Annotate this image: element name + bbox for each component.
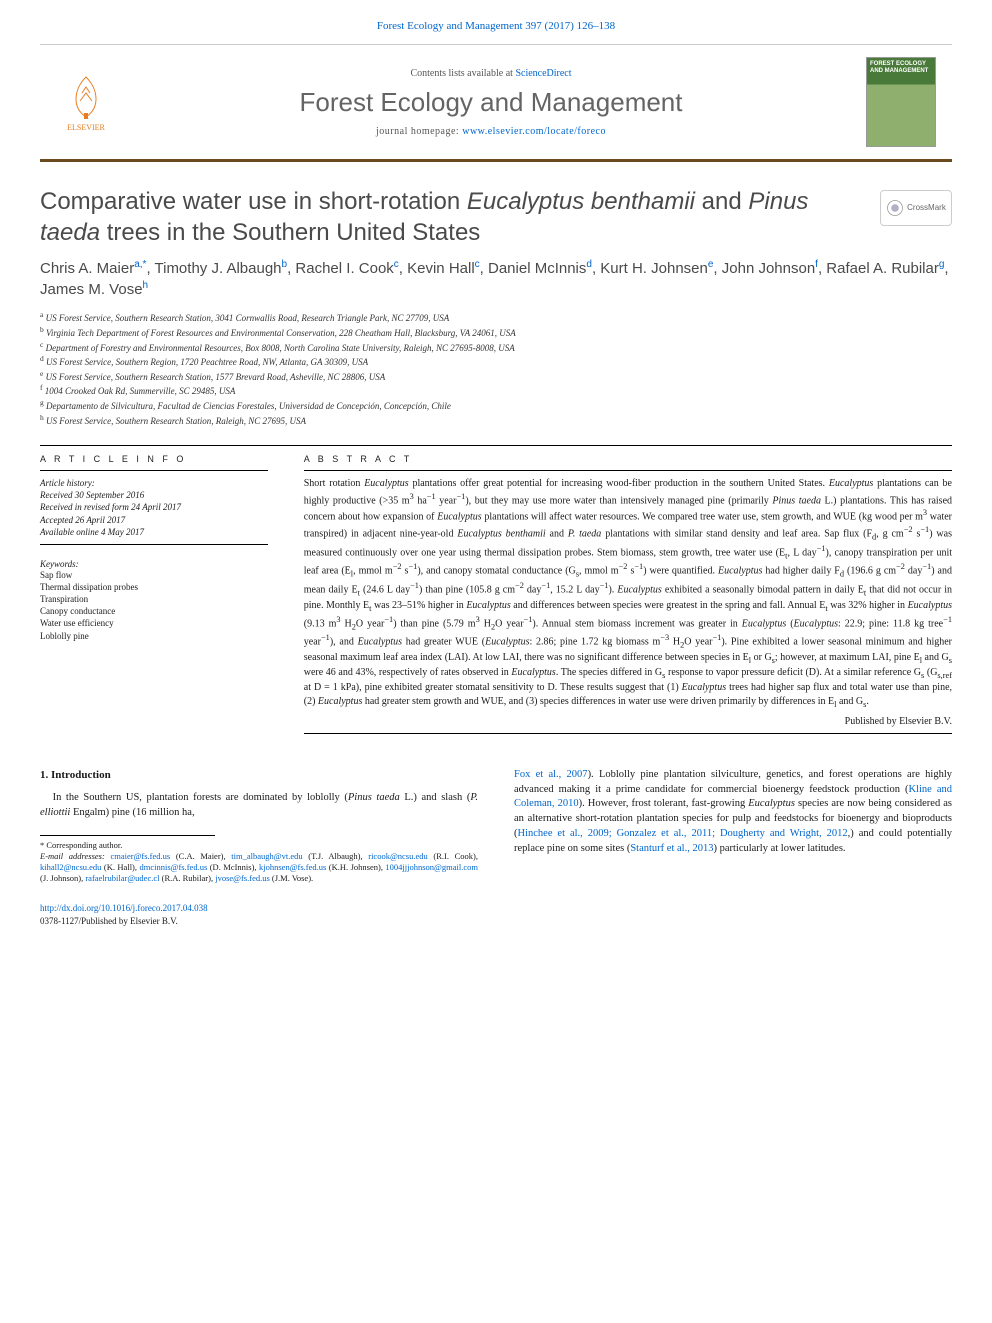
- elsevier-label: ELSEVIER: [67, 123, 105, 132]
- publisher-line: Published by Elsevier B.V.: [304, 716, 952, 727]
- info-abstract-row: A R T I C L E I N F O Article history: R…: [40, 454, 952, 740]
- keywords-list: Sap flowThermal dissipation probesTransp…: [40, 569, 268, 642]
- history-item: Received 30 September 2016: [40, 489, 268, 501]
- history-item: Available online 4 May 2017: [40, 526, 268, 538]
- abstract-text: Short rotation Eucalyptus plantations of…: [304, 477, 952, 710]
- doi-link[interactable]: http://dx.doi.org/10.1016/j.foreco.2017.…: [40, 903, 208, 913]
- body-column-right: Fox et al., 2007). Loblolly pine plantat…: [514, 768, 952, 927]
- author-list: Chris A. Maiera,*, Timothy J. Albaughb, …: [40, 258, 952, 300]
- journal-name: Forest Ecology and Management: [116, 87, 866, 118]
- sciencedirect-link[interactable]: ScienceDirect: [515, 68, 571, 79]
- citation-header: Forest Ecology and Management 397 (2017)…: [40, 20, 952, 32]
- section-heading-intro: 1. Introduction: [40, 768, 478, 783]
- crossmark-icon: [886, 199, 904, 217]
- body-columns: 1. Introduction In the Southern US, plan…: [40, 768, 952, 927]
- intro-paragraph-1: In the Southern US, plantation forests a…: [40, 791, 478, 820]
- affiliation-item: h US Forest Service, Southern Research S…: [40, 413, 952, 428]
- affiliation-item: a US Forest Service, Southern Research S…: [40, 310, 952, 325]
- journal-cover-thumbnail[interactable]: FOREST ECOLOGY AND MANAGEMENT: [866, 57, 936, 147]
- affiliation-item: c Department of Forestry and Environment…: [40, 340, 952, 355]
- footnote-rule: [40, 835, 215, 836]
- elsevier-tree-icon: [62, 73, 110, 121]
- keyword-item: Transpiration: [40, 593, 268, 605]
- homepage-line: journal homepage: www.elsevier.com/locat…: [116, 126, 866, 137]
- abstract-heading: A B S T R A C T: [304, 454, 952, 464]
- journal-header-band: ELSEVIER Contents lists available at Sci…: [40, 44, 952, 162]
- keyword-item: Sap flow: [40, 569, 268, 581]
- affiliation-item: g Departamento de Silvicultura, Facultad…: [40, 398, 952, 413]
- abstract-rule: [304, 470, 952, 471]
- keyword-item: Canopy conductance: [40, 605, 268, 617]
- header-center: Contents lists available at ScienceDirec…: [116, 68, 866, 137]
- affiliation-item: f 1004 Crooked Oak Rd, Summerville, SC 2…: [40, 383, 952, 398]
- article-info-heading: A R T I C L E I N F O: [40, 454, 268, 464]
- affiliation-item: d US Forest Service, Southern Region, 17…: [40, 354, 952, 369]
- keyword-item: Thermal dissipation probes: [40, 581, 268, 593]
- article-history: Article history: Received 30 September 2…: [40, 477, 268, 538]
- contents-line: Contents lists available at ScienceDirec…: [116, 68, 866, 79]
- section-divider: [40, 445, 952, 446]
- intro-paragraph-2: Fox et al., 2007). Loblolly pine plantat…: [514, 768, 952, 856]
- abstract-bottom-rule: [304, 733, 952, 734]
- corresponding-author-note: * Corresponding author.: [40, 840, 478, 851]
- email-addresses: E-mail addresses: cmaier@fs.fed.us (C.A.…: [40, 851, 478, 884]
- affiliations-list: a US Forest Service, Southern Research S…: [40, 310, 952, 427]
- history-label: Article history:: [40, 477, 268, 489]
- keyword-item: Water use efficiency: [40, 617, 268, 629]
- crossmark-badge[interactable]: CrossMark: [880, 190, 952, 226]
- body-column-left: 1. Introduction In the Southern US, plan…: [40, 768, 478, 927]
- article-info-block: A R T I C L E I N F O Article history: R…: [40, 454, 268, 740]
- affiliation-item: b Virginia Tech Department of Forest Res…: [40, 325, 952, 340]
- keyword-item: Loblolly pine: [40, 630, 268, 642]
- homepage-link[interactable]: www.elsevier.com/locate/foreco: [462, 126, 606, 137]
- article-title: Comparative water use in short-rotation …: [40, 186, 952, 248]
- info-rule: [40, 470, 268, 471]
- info-rule: [40, 544, 268, 545]
- footnotes-block: * Corresponding author. E-mail addresses…: [40, 840, 478, 884]
- history-item: Accepted 26 April 2017: [40, 514, 268, 526]
- history-item: Received in revised form 24 April 2017: [40, 501, 268, 513]
- keywords-label: Keywords:: [40, 559, 268, 569]
- issn-line: 0378-1127/Published by Elsevier B.V.: [40, 916, 178, 926]
- affiliation-item: e US Forest Service, Southern Research S…: [40, 369, 952, 384]
- abstract-block: A B S T R A C T Short rotation Eucalyptu…: [304, 454, 952, 740]
- doi-block: http://dx.doi.org/10.1016/j.foreco.2017.…: [40, 902, 478, 927]
- elsevier-logo[interactable]: ELSEVIER: [56, 67, 116, 137]
